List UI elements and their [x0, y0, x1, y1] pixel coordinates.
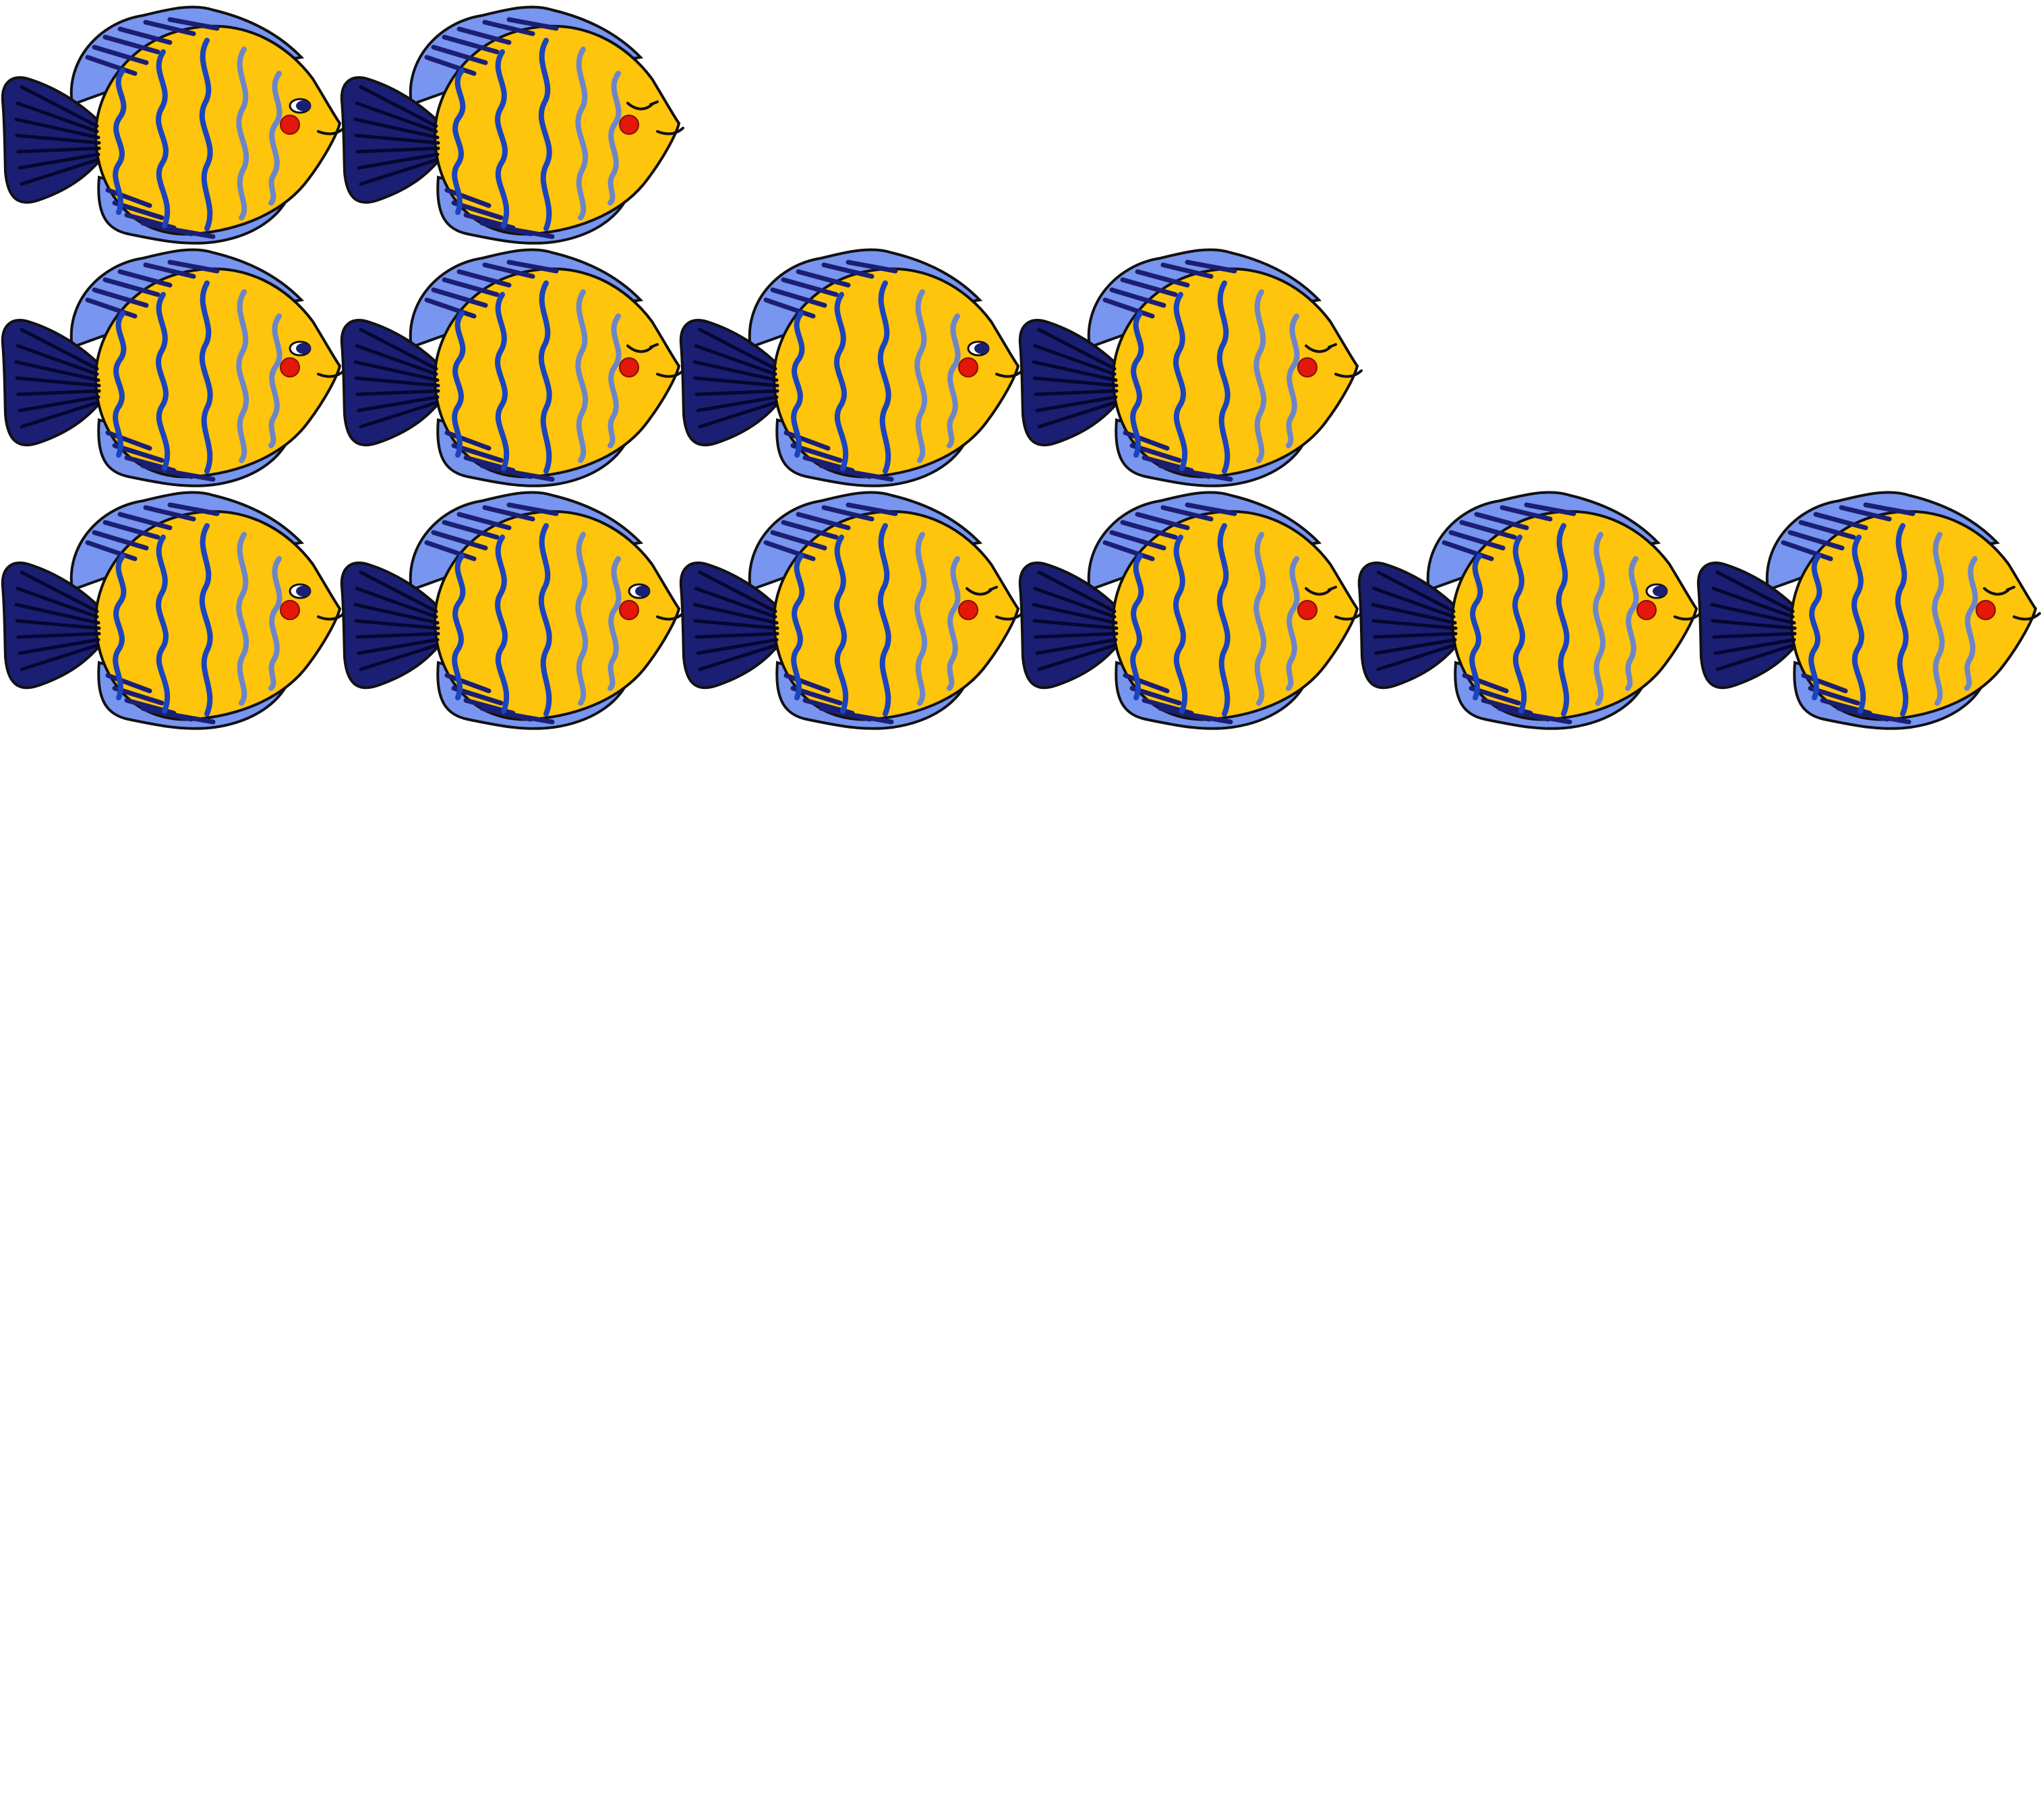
- open-eye-icon: [289, 340, 312, 357]
- fish-body: [3, 492, 344, 728]
- fish-icon: [3, 7, 344, 243]
- fish-icon: [681, 492, 1022, 728]
- fish-body: [681, 492, 1022, 728]
- fish-body: [1359, 492, 1700, 728]
- row-1: [3, 7, 683, 243]
- row-3: [3, 492, 2040, 728]
- fish-body: [681, 249, 1022, 485]
- open-eye-icon: [967, 340, 990, 357]
- fish-body: [1020, 492, 1361, 728]
- open-eye-icon: [289, 583, 312, 599]
- fish-body: [3, 7, 344, 243]
- open-eye-icon: [628, 583, 651, 599]
- fish-layer: [3, 7, 2040, 728]
- fish-body: [342, 249, 683, 485]
- fish-body: [342, 7, 683, 243]
- open-eye-icon: [289, 98, 312, 114]
- fish-body: [1698, 492, 2040, 728]
- row-2: [3, 249, 1361, 485]
- fish-icon: [1020, 492, 1361, 728]
- fish-icon: [1698, 492, 2040, 728]
- fish-icon: [342, 249, 683, 485]
- fish-icon: [1020, 249, 1361, 485]
- fish-icon: [1359, 492, 1700, 728]
- fish-scene: .fin { fill: #7895f0; stroke: #111111; s…: [0, 0, 2043, 741]
- fish-icon: [3, 492, 344, 728]
- fish-body: [1020, 249, 1361, 485]
- fish-icon: [342, 492, 683, 728]
- fish-body: [3, 249, 344, 485]
- fish-icon: [681, 249, 1022, 485]
- fish-icon: [342, 7, 683, 243]
- fish-icon: [3, 249, 344, 485]
- fish-body: [342, 492, 683, 728]
- open-eye-icon: [1645, 583, 1669, 599]
